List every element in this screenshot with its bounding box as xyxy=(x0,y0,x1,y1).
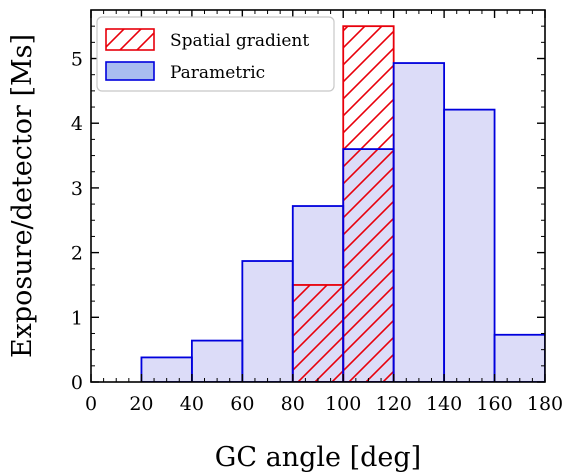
parametric-bar xyxy=(494,334,545,382)
spatial-gradient-bar xyxy=(291,284,345,382)
y-tick-label: 2 xyxy=(71,243,83,265)
legend-box xyxy=(96,16,335,92)
ticks-layer: 0 20 40 60 80 100 120 140 160 180 0 1 2 3 4 5 xyxy=(71,10,563,415)
parametric-bar xyxy=(444,109,495,382)
x-tick-label: 180 xyxy=(527,393,563,415)
parametric-bar xyxy=(141,357,192,382)
x-tick-label: 140 xyxy=(426,393,462,415)
x-axis-label: GC angle [deg] xyxy=(215,442,421,473)
x-tick-label: 80 xyxy=(281,393,305,415)
y-tick-label: 4 xyxy=(71,113,83,135)
x-tick-label: 0 xyxy=(85,393,97,415)
y-tick-label: 1 xyxy=(71,307,83,329)
x-tick-label: 20 xyxy=(129,393,153,415)
legend-swatch-parametric xyxy=(105,61,155,81)
y-tick-label: 0 xyxy=(71,372,83,394)
x-tick-label: 100 xyxy=(325,393,361,415)
y-axis-label: Exposure/detector [Ms] xyxy=(7,34,38,358)
x-tick-label: 40 xyxy=(180,393,204,415)
spatial-gradient-bar xyxy=(342,25,395,382)
plot-frame xyxy=(90,9,546,383)
parametric-bar xyxy=(393,63,445,382)
x-tick-label: 120 xyxy=(376,393,412,415)
parametric-bar xyxy=(191,340,243,382)
legend-swatch-spatial-gradient xyxy=(105,28,155,51)
legend-label-spatial-gradient: Spatial gradient xyxy=(170,31,309,51)
bars-layer xyxy=(140,25,545,382)
y-tick-label: 5 xyxy=(71,49,83,71)
legend: Spatial gradient Parametric xyxy=(96,16,335,92)
y-tick-label: 3 xyxy=(71,178,83,200)
x-tick-label: 160 xyxy=(476,393,512,415)
legend-label-parametric: Parametric xyxy=(170,63,265,83)
x-tick-label: 60 xyxy=(230,393,254,415)
parametric-bar xyxy=(242,261,293,382)
